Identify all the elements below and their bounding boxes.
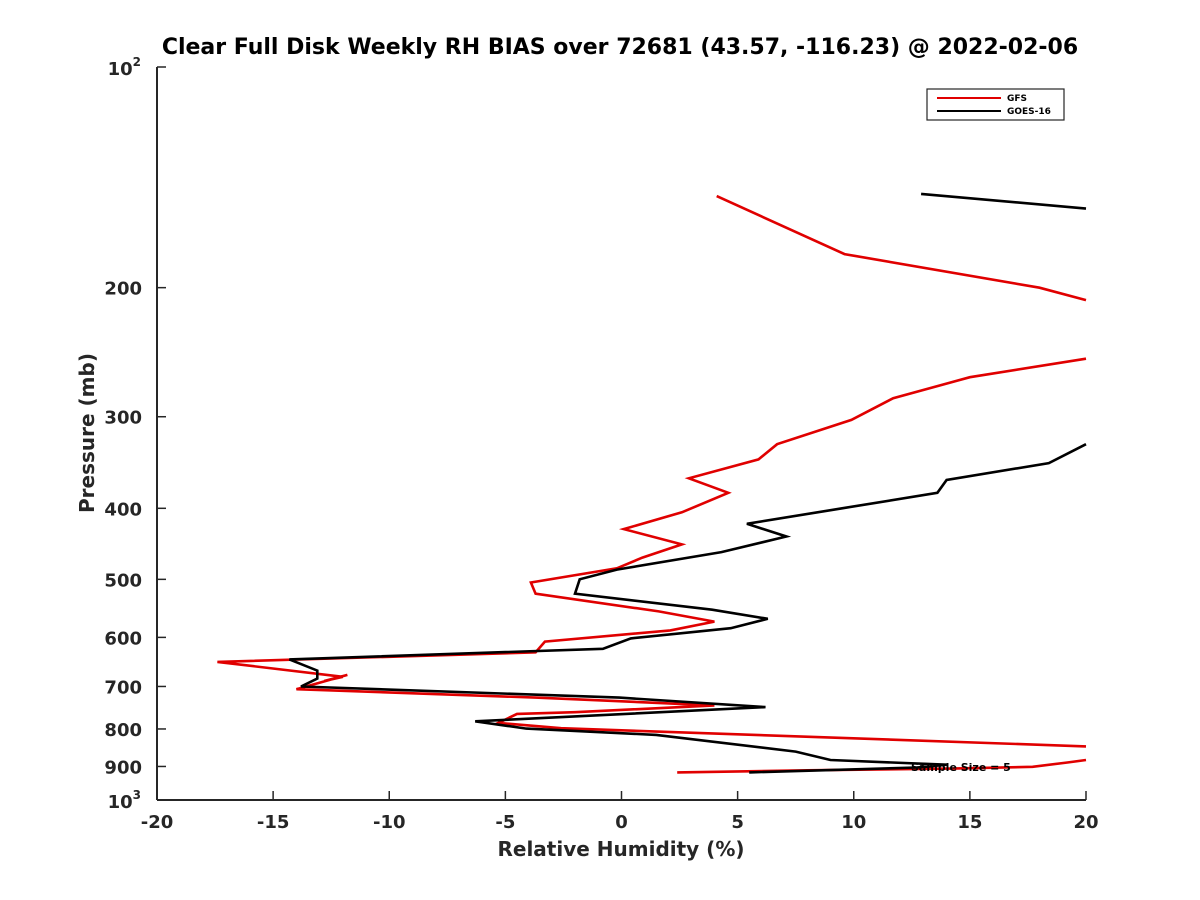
x-tick-label: 10 [841,812,866,833]
x-tick-label: -15 [257,812,290,833]
plot-area [217,192,1087,774]
sample-size-annotation: Sample Size = 5 [911,761,1011,774]
x-tick-label: 5 [731,812,744,833]
x-tick-label: -10 [373,812,406,833]
y-tick-label: 800 [104,720,142,741]
y-tick-label: 300 [104,408,142,429]
y-tick-label: 700 [104,677,142,698]
y-axis-label: Pressure (mb) [75,353,99,513]
series-line-gfs-segment-2 [217,357,1087,748]
legend: GFS GOES-16 [926,88,1065,121]
x-tick-label: -20 [141,812,174,833]
legend-box [926,88,1065,121]
y-tick-label: 400 [104,499,142,520]
series-line-gfs-segment-1 [716,194,1087,302]
series-line-goes16-segment-2 [288,443,1087,774]
x-tick-label: -5 [495,812,515,833]
x-ticks: -20 -15 -10 -5 0 5 10 15 20 [141,791,1099,833]
series-line-goes16-segment-1 [920,192,1087,210]
chart-title: Clear Full Disk Weekly RH BIAS over 7268… [162,35,1078,60]
x-tick-label: 15 [957,812,982,833]
y-tick-label: 102 [108,55,141,80]
y-tick-label: 600 [104,628,142,649]
x-axis-label: Relative Humidity (%) [497,837,744,861]
y-ticks: 102 200 300 400 500 600 700 800 900 103 [104,55,166,813]
x-tick-label: 20 [1073,812,1098,833]
x-tick-label: 0 [615,812,628,833]
y-tick-label: 900 [104,757,142,778]
legend-label-gfs: GFS [1007,94,1027,104]
y-tick-label: 500 [104,570,142,591]
legend-label-goes16: GOES-16 [1007,107,1051,117]
y-tick-label: 103 [108,788,141,813]
y-tick-label: 200 [104,279,142,300]
